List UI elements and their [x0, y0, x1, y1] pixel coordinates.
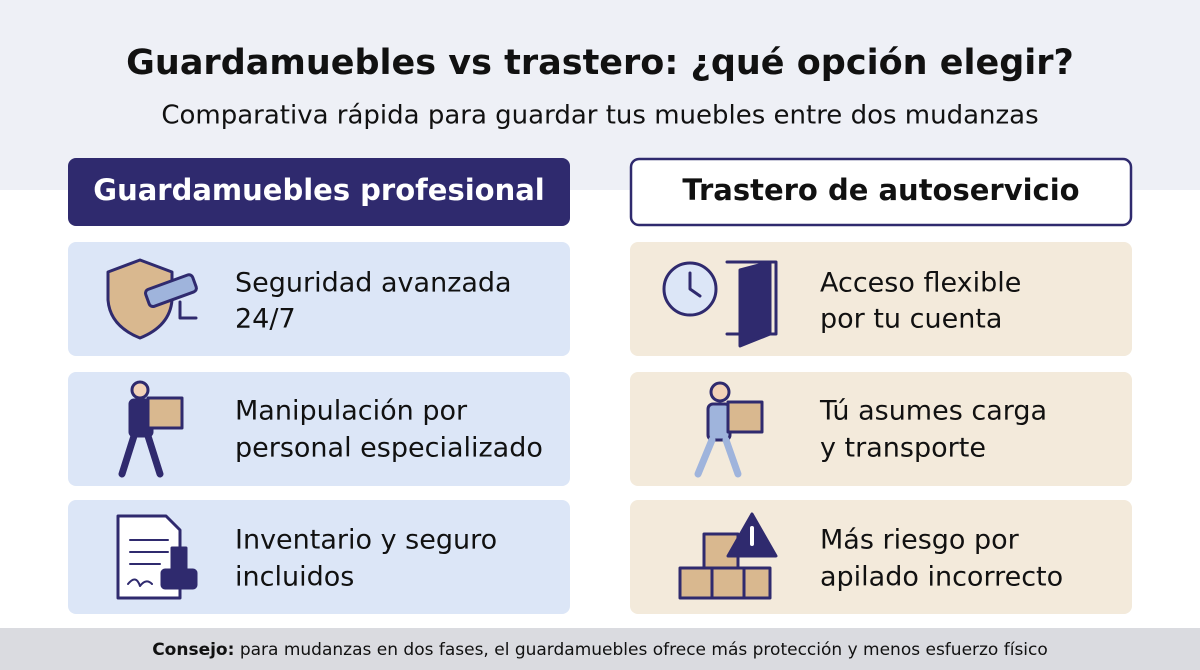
footer-label: Consejo:: [152, 640, 234, 660]
footer: Consejo: para mudanzas en dos fases, el …: [152, 640, 1048, 660]
clock-door-icon: [662, 260, 778, 348]
title: Guardamuebles vs trastero: ¿qué opción e…: [126, 43, 1074, 83]
item-line: y transporte: [820, 433, 986, 464]
card: [68, 372, 570, 486]
item-line: Acceso flexible: [820, 268, 1021, 299]
item-line: personal especializado: [235, 433, 543, 464]
column-heading: Trastero de autoservicio: [682, 173, 1079, 207]
item-line: incluidos: [235, 562, 354, 593]
item-line: Seguridad avanzada: [235, 268, 512, 299]
footer-band: [0, 628, 1200, 670]
item-line: por tu cuenta: [820, 304, 1002, 335]
item-line: Inventario y seguro: [235, 525, 497, 556]
footer-text: para mudanzas en dos fases, el guardamue…: [240, 640, 1048, 660]
mover-icon: [118, 380, 184, 478]
card: [630, 372, 1132, 486]
document-stamp-icon: [116, 514, 198, 600]
card: [68, 242, 570, 356]
heading-box: [68, 158, 570, 226]
self-carry-icon: [694, 381, 764, 478]
heading-box: [629, 157, 1133, 227]
subtitle: Comparativa rápida para guardar tus mueb…: [161, 101, 1038, 131]
item-line: apilado incorrecto: [820, 562, 1063, 593]
item-line: Tú asumes carga: [819, 396, 1047, 427]
column-heading: Guardamuebles profesional: [93, 173, 544, 207]
item-line: Manipulación por: [235, 396, 468, 427]
shield-camera-icon: [106, 258, 198, 340]
stacked-boxes-icon: [678, 512, 778, 600]
item-line: Más riesgo por: [820, 525, 1020, 556]
item-line: 24/7: [235, 304, 296, 335]
